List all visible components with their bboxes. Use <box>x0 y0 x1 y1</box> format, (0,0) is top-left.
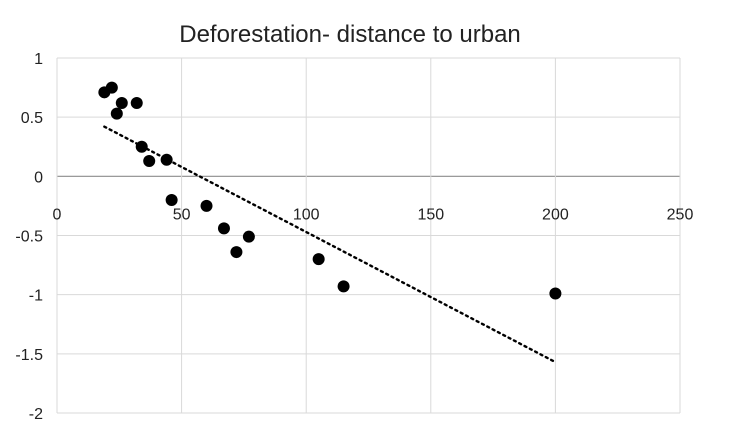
data-point <box>115 96 128 109</box>
data-point <box>312 253 325 266</box>
x-axis-ticks: 0 50 100 150 200 250 <box>53 206 694 223</box>
trendline <box>103 125 557 364</box>
y-tick-label: -1.5 <box>15 347 43 364</box>
x-tick-label: 0 <box>53 206 62 223</box>
y-tick-label: -2 <box>29 406 43 423</box>
gridlines <box>56 57 681 414</box>
data-point <box>143 154 156 167</box>
x-tick-label: 50 <box>173 206 191 223</box>
chart-title: Deforestation- distance to urban <box>179 21 521 48</box>
y-axis-ticks: 1 0.5 0 -0.5 -1 -1.5 -2 <box>15 51 43 423</box>
data-point <box>217 222 230 235</box>
y-tick-label: -0.5 <box>15 229 43 246</box>
data-point <box>242 230 255 243</box>
data-point <box>110 107 123 120</box>
y-tick-label: 0.5 <box>21 110 43 127</box>
data-points <box>98 81 562 300</box>
x-tick-label: 150 <box>417 206 444 223</box>
data-point <box>160 153 173 166</box>
x-tick-label: 100 <box>293 206 320 223</box>
data-point <box>130 96 143 109</box>
data-point <box>165 194 178 206</box>
data-point <box>230 246 243 259</box>
x-tick-label: 200 <box>542 206 569 223</box>
data-point <box>337 280 350 293</box>
x-tick-label: 250 <box>667 206 694 223</box>
data-point <box>200 199 213 212</box>
data-point <box>135 140 148 153</box>
trendline-group <box>103 125 557 364</box>
y-tick-label: 1 <box>34 51 43 68</box>
y-tick-label: -1 <box>29 288 43 305</box>
data-point <box>105 81 118 94</box>
y-tick-label: 0 <box>34 169 43 186</box>
data-point <box>549 287 562 300</box>
